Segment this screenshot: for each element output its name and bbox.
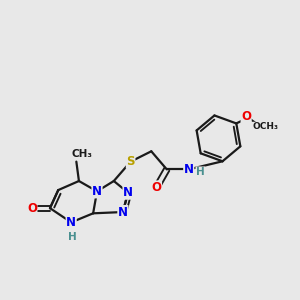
Text: N: N bbox=[118, 206, 128, 218]
Text: N: N bbox=[66, 216, 76, 229]
Text: N: N bbox=[184, 163, 194, 176]
Text: N: N bbox=[92, 185, 102, 198]
Text: H: H bbox=[68, 232, 77, 242]
Text: CH₃: CH₃ bbox=[71, 149, 92, 159]
Text: O: O bbox=[241, 110, 251, 123]
Text: OCH₃: OCH₃ bbox=[252, 122, 278, 131]
Text: O: O bbox=[152, 181, 161, 194]
Text: S: S bbox=[126, 155, 135, 168]
Text: N: N bbox=[123, 186, 133, 199]
Text: H: H bbox=[196, 167, 205, 177]
Text: O: O bbox=[27, 202, 37, 215]
